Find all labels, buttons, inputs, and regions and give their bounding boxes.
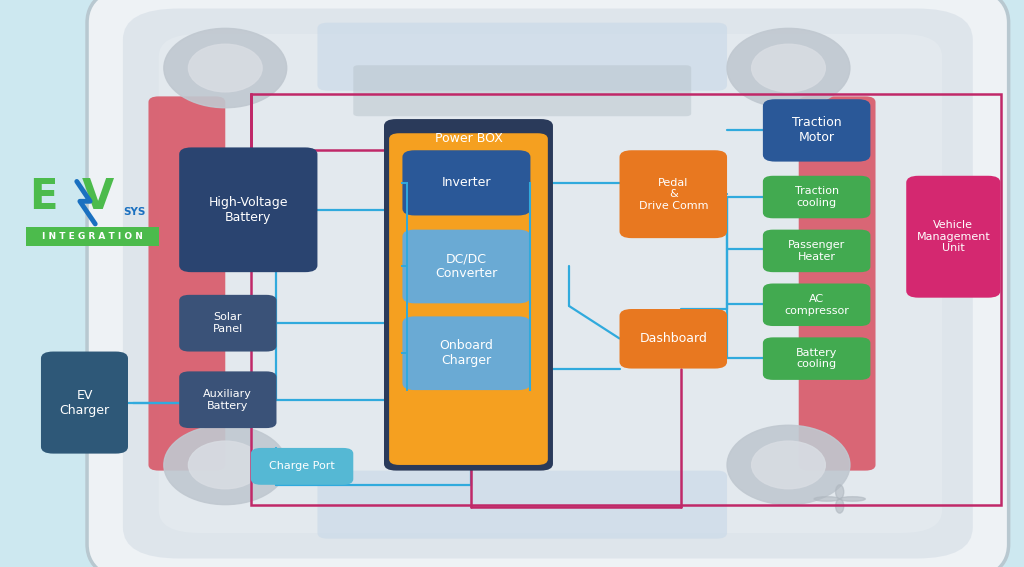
Text: Traction
cooling: Traction cooling bbox=[795, 186, 839, 208]
Ellipse shape bbox=[164, 28, 287, 108]
Text: High-Voltage
Battery: High-Voltage Battery bbox=[209, 196, 288, 224]
Ellipse shape bbox=[727, 425, 850, 505]
Text: Solar
Panel: Solar Panel bbox=[213, 312, 243, 334]
Ellipse shape bbox=[164, 425, 287, 505]
FancyBboxPatch shape bbox=[384, 119, 553, 471]
Ellipse shape bbox=[836, 485, 844, 499]
Text: E: E bbox=[29, 176, 57, 218]
Ellipse shape bbox=[727, 28, 850, 108]
Ellipse shape bbox=[752, 441, 825, 489]
Text: Auxiliary
Battery: Auxiliary Battery bbox=[204, 389, 252, 411]
Text: Inverter: Inverter bbox=[441, 176, 492, 189]
Text: Pedal
&
Drive Comm: Pedal & Drive Comm bbox=[639, 177, 708, 211]
Text: Vehicle
Management
Unit: Vehicle Management Unit bbox=[916, 220, 990, 253]
FancyBboxPatch shape bbox=[148, 96, 225, 471]
FancyBboxPatch shape bbox=[179, 147, 317, 272]
Text: Passenger
Heater: Passenger Heater bbox=[788, 240, 845, 262]
Ellipse shape bbox=[188, 44, 262, 92]
FancyBboxPatch shape bbox=[179, 295, 276, 352]
FancyBboxPatch shape bbox=[402, 316, 530, 390]
Text: SYS: SYS bbox=[123, 207, 145, 217]
Text: V: V bbox=[82, 176, 114, 218]
FancyBboxPatch shape bbox=[317, 471, 727, 539]
FancyBboxPatch shape bbox=[389, 133, 548, 465]
Ellipse shape bbox=[814, 497, 840, 501]
Text: I N T E G R A T I O N: I N T E G R A T I O N bbox=[42, 232, 142, 241]
Text: DC/DC
Converter: DC/DC Converter bbox=[435, 252, 498, 281]
FancyBboxPatch shape bbox=[763, 99, 870, 162]
FancyBboxPatch shape bbox=[620, 150, 727, 238]
Text: Dashboard: Dashboard bbox=[639, 332, 708, 345]
FancyBboxPatch shape bbox=[317, 23, 727, 91]
FancyBboxPatch shape bbox=[763, 230, 870, 272]
Ellipse shape bbox=[188, 441, 262, 489]
Bar bbox=[251, 94, 1001, 505]
Ellipse shape bbox=[836, 499, 844, 513]
FancyBboxPatch shape bbox=[87, 0, 1009, 567]
Text: Charge Port: Charge Port bbox=[269, 462, 335, 471]
Ellipse shape bbox=[840, 497, 865, 501]
Text: EV
Charger: EV Charger bbox=[59, 388, 110, 417]
FancyBboxPatch shape bbox=[26, 227, 159, 246]
FancyBboxPatch shape bbox=[179, 371, 276, 428]
FancyBboxPatch shape bbox=[906, 176, 1000, 298]
Text: Onboard
Charger: Onboard Charger bbox=[439, 339, 494, 367]
Ellipse shape bbox=[752, 44, 825, 92]
FancyBboxPatch shape bbox=[763, 337, 870, 380]
Text: Traction
Motor: Traction Motor bbox=[792, 116, 842, 145]
FancyBboxPatch shape bbox=[799, 96, 876, 471]
Text: Power BOX: Power BOX bbox=[434, 133, 503, 145]
Text: Battery
cooling: Battery cooling bbox=[796, 348, 838, 370]
FancyBboxPatch shape bbox=[763, 284, 870, 326]
FancyBboxPatch shape bbox=[620, 309, 727, 369]
FancyBboxPatch shape bbox=[763, 176, 870, 218]
FancyBboxPatch shape bbox=[402, 150, 530, 215]
FancyBboxPatch shape bbox=[251, 448, 353, 485]
FancyBboxPatch shape bbox=[353, 65, 691, 116]
Text: AC
compressor: AC compressor bbox=[784, 294, 849, 316]
FancyBboxPatch shape bbox=[41, 352, 128, 454]
FancyBboxPatch shape bbox=[159, 34, 942, 533]
FancyBboxPatch shape bbox=[123, 9, 973, 558]
FancyBboxPatch shape bbox=[402, 230, 530, 303]
